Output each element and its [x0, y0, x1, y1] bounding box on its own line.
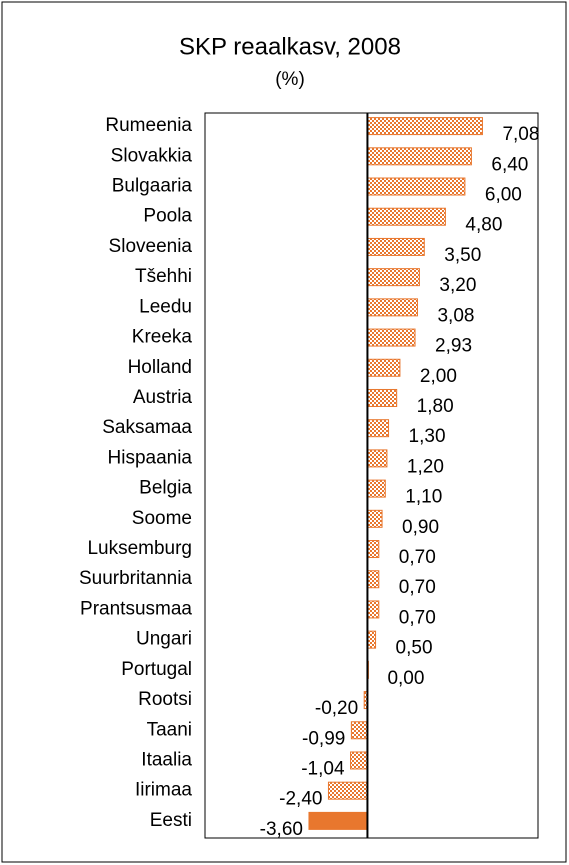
value-label: 0,00	[387, 668, 424, 689]
bar	[308, 811, 368, 830]
value-label: -3,60	[260, 819, 303, 840]
value-label: 0,70	[399, 607, 436, 628]
value-label: 2,00	[420, 366, 457, 387]
value-label: 1,10	[405, 487, 442, 508]
y-tick-label: Itaalia	[141, 749, 192, 770]
value-label: 3,08	[437, 305, 474, 326]
bar	[366, 177, 466, 196]
value-label: 1,20	[407, 456, 444, 477]
y-tick-label: Luksemburg	[87, 538, 192, 559]
y-tick-label: Suurbritannia	[79, 568, 192, 589]
y-tick-label: Slovakkia	[111, 145, 193, 166]
y-tick-label: Taani	[147, 719, 192, 740]
value-label: 1,80	[417, 396, 454, 417]
y-tick-label: Tšehhi	[135, 266, 192, 287]
y-tick-label: Kreeka	[132, 327, 193, 348]
y-tick-label: Portugal	[121, 659, 192, 680]
chart-subtitle: (%)	[275, 69, 305, 90]
chart-title: SKP reaalkasv, 2008	[179, 33, 401, 60]
y-tick-label: Rootsi	[138, 689, 192, 710]
value-label: 0,50	[396, 638, 433, 659]
y-tick-label: Poola	[143, 206, 192, 227]
bar	[366, 358, 401, 377]
y-tick-label: Bulgaaria	[112, 176, 193, 197]
bar	[366, 117, 483, 136]
bar	[366, 268, 420, 287]
value-label: 0,70	[399, 547, 436, 568]
y-tick-label: Belgia	[139, 478, 192, 499]
bar	[366, 630, 377, 649]
y-tick-label: Rumeenia	[105, 115, 192, 136]
bar	[366, 600, 380, 619]
y-tick-label: Leedu	[139, 296, 192, 317]
bar	[366, 237, 425, 256]
value-label: 3,20	[439, 275, 476, 296]
y-tick-label: Holland	[128, 357, 192, 378]
y-tick-label: Ungari	[136, 629, 192, 650]
bar	[366, 298, 418, 317]
value-label: 0,90	[402, 517, 439, 538]
bar	[366, 479, 386, 498]
value-label: -1,04	[301, 758, 345, 779]
value-label: 6,00	[485, 185, 522, 206]
y-tick-label: Prantsusmaa	[80, 598, 192, 619]
bar	[350, 751, 368, 770]
value-label: 1,30	[409, 426, 446, 447]
bar	[350, 721, 368, 740]
bar	[366, 207, 446, 226]
value-label: -2,40	[279, 789, 322, 810]
y-tick-label: Soome	[132, 508, 192, 529]
bar	[366, 449, 388, 468]
y-tick-label: Iirimaa	[135, 780, 192, 801]
value-label: 0,70	[399, 577, 436, 598]
y-tick-label: Austria	[133, 387, 193, 408]
bar	[366, 540, 380, 559]
y-tick-label: Hispaania	[108, 447, 193, 468]
bar	[366, 509, 383, 528]
bar	[366, 328, 416, 347]
value-label: -0,20	[315, 698, 358, 719]
value-label: 6,40	[491, 154, 528, 175]
value-label: 2,93	[435, 336, 472, 357]
plot-area	[204, 112, 539, 839]
bar	[366, 419, 390, 438]
y-tick-label: Eesti	[150, 810, 192, 831]
value-label: 4,80	[465, 215, 502, 236]
value-label: -0,99	[302, 728, 345, 749]
bar	[366, 388, 398, 407]
value-label: 3,50	[444, 245, 481, 266]
y-tick-label: Sloveenia	[109, 236, 193, 257]
bar	[366, 570, 380, 589]
bar	[366, 147, 472, 166]
value-label: 7,08	[502, 124, 539, 145]
bar	[327, 781, 368, 800]
y-tick-label: Saksamaa	[102, 417, 192, 438]
